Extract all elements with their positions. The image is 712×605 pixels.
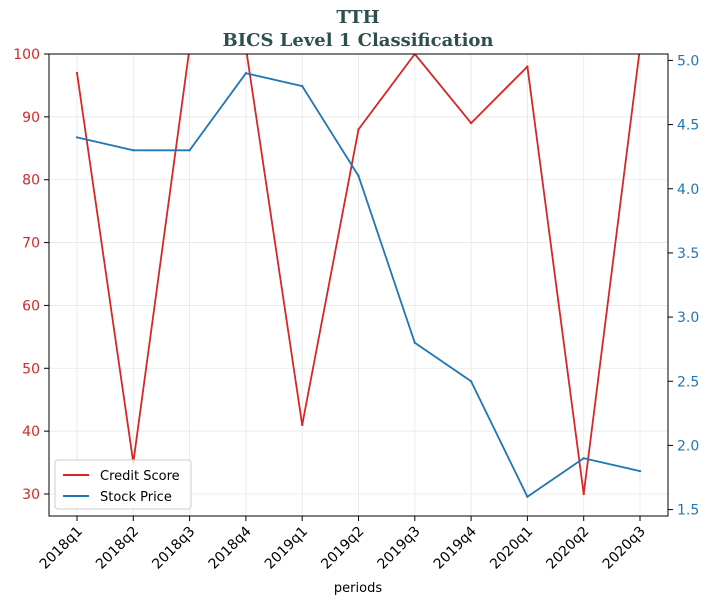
point-credit-score-2019q1: [301, 423, 304, 427]
point-credit-score-2020q2: [582, 492, 585, 496]
point-stock-price-2018q1: [75, 136, 79, 139]
point-stock-price-2020q2: [582, 457, 585, 460]
y-right-tick-label-3-5: 3.5: [677, 246, 699, 262]
y-right-tick-label-3-0: 3.0: [677, 310, 699, 326]
point-credit-score-2020q3: [639, 47, 641, 49]
x-tick-label-2018q1: 2018q1: [37, 524, 86, 573]
y-left-tick-label-100: 100: [13, 47, 40, 63]
y-right-tick-label-1-5: 1.5: [677, 503, 699, 519]
point-stock-price-2019q2: [357, 174, 360, 178]
x-tick-label-2019q2: 2019q2: [318, 524, 367, 573]
point-credit-score-2020q1: [526, 65, 529, 68]
x-tick-label-2018q2: 2018q2: [93, 524, 142, 573]
y-axis-left: 30 40 50 60 70 80 90 100: [13, 47, 49, 503]
grid: [49, 53, 668, 516]
y-left-tick-label-40: 40: [22, 424, 40, 440]
point-stock-price-2019q4: [469, 380, 473, 383]
point-credit-score-2018q1: [75, 71, 79, 75]
y-right-tick-label-4-0: 4.0: [677, 182, 699, 198]
x-tick-label-2020q1: 2020q1: [487, 524, 536, 573]
y-left-tick-label-60: 60: [22, 298, 40, 314]
legend-label-credit-score: Credit Score: [100, 469, 180, 484]
point-stock-price-2018q4: [244, 72, 248, 75]
x-tick-label-2019q3: 2019q3: [375, 524, 424, 573]
y-right-tick-label-2-5: 2.5: [677, 374, 699, 390]
x-tick-label-2019q1: 2019q1: [262, 524, 311, 573]
y-right-tick-label-2-0: 2.0: [677, 438, 699, 454]
x-tick-label-2018q3: 2018q3: [149, 524, 198, 573]
point-credit-score-2018q3: [188, 47, 190, 49]
x-tick-label-2020q3: 2020q3: [600, 524, 649, 573]
chart-subtitle: BICS Level 1 Classification: [222, 30, 493, 51]
y-axis-right: 1.5 2.0 2.5 3.0 3.5 4.0 4.5 5.0: [668, 53, 699, 519]
y-left-tick-label-70: 70: [22, 236, 40, 252]
x-axis: 2018q1 2018q2 2018q3 2018q4 2019q1 2019q2 2019…: [37, 516, 649, 573]
y-left-tick-label-50: 50: [22, 361, 40, 377]
x-axis-label: periods: [334, 581, 382, 596]
point-credit-score-2019q4: [469, 121, 473, 125]
legend: Credit Score Stock Price: [54, 459, 192, 510]
x-tick-label-2018q4: 2018q4: [206, 523, 255, 572]
chart-title: TTH: [336, 7, 379, 28]
point-stock-price-2018q3: [188, 149, 191, 152]
x-tick-label-2019q4: 2019q4: [431, 523, 480, 572]
point-stock-price-2019q1: [301, 84, 304, 88]
x-tick-label-2020q2: 2020q2: [543, 524, 592, 573]
y-left-tick-label-80: 80: [22, 173, 40, 189]
legend-label-stock-price: Stock Price: [100, 490, 172, 505]
point-stock-price-2018q2: [132, 149, 135, 152]
y-right-tick-label-4-5: 4.5: [677, 118, 699, 134]
point-stock-price-2019q3: [413, 341, 416, 344]
y-left-tick-label-90: 90: [22, 110, 40, 126]
point-credit-score-2019q2: [357, 128, 360, 131]
y-left-tick-label-30: 30: [22, 487, 40, 503]
point-stock-price-2020q1: [526, 495, 529, 498]
y-right-tick-label-5-0: 5.0: [677, 53, 699, 69]
point-stock-price-2020q3: [638, 469, 642, 473]
